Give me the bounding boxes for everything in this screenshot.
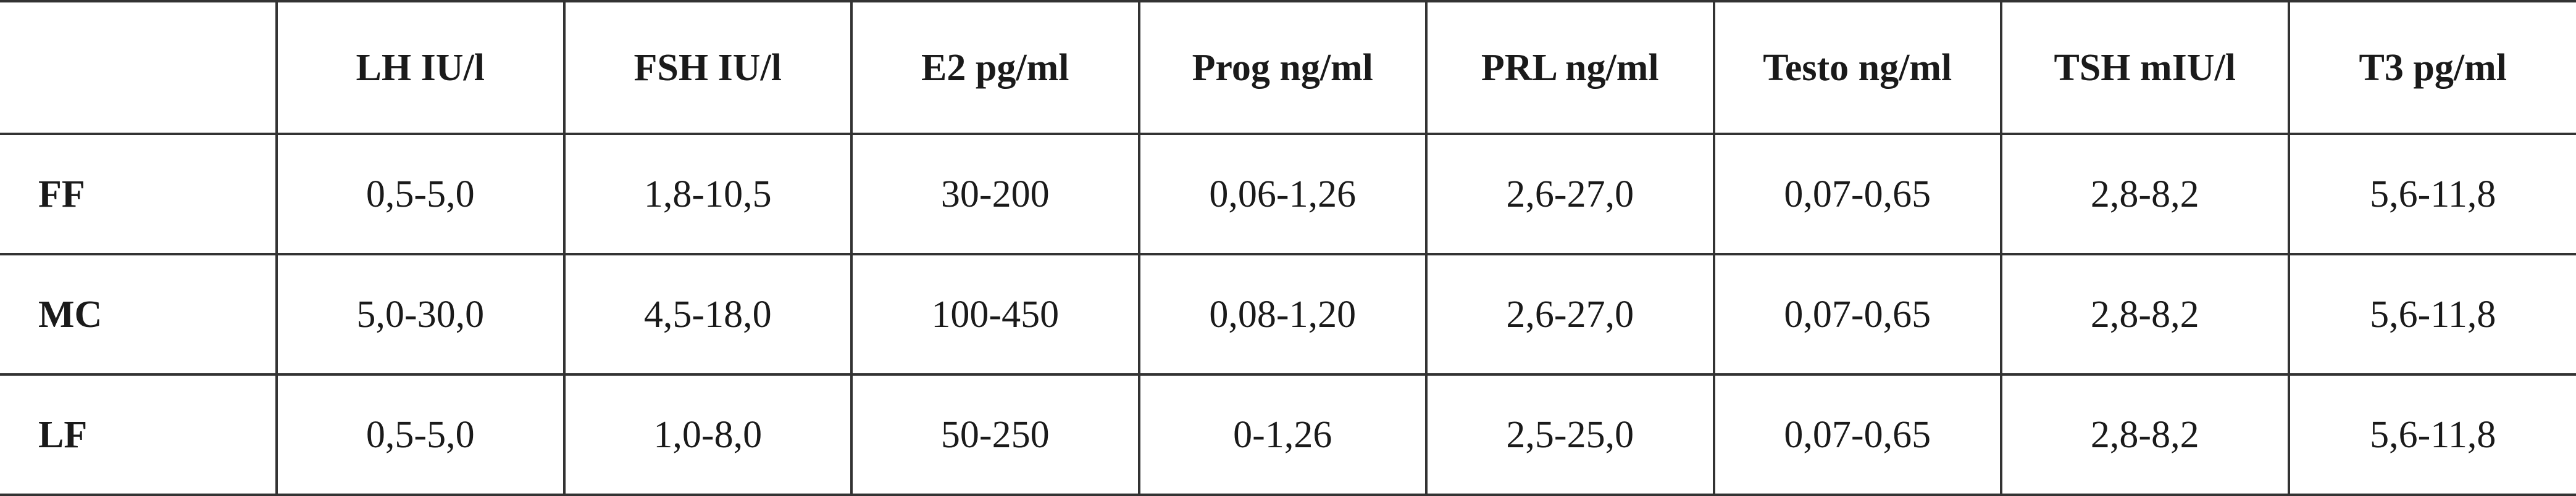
column-header-tsh: TSH mIU/l bbox=[2001, 1, 2289, 134]
table-cell: 5,0-30,0 bbox=[277, 254, 564, 374]
table-cell: 1,0-8,0 bbox=[564, 374, 852, 495]
table-cell: 0,07-0,65 bbox=[1714, 254, 2002, 374]
row-label-ff: FF bbox=[0, 134, 277, 254]
table-cell: 0-1,26 bbox=[1139, 374, 1427, 495]
table-cell: 30-200 bbox=[851, 134, 1139, 254]
table-cell: 0,5-5,0 bbox=[277, 374, 564, 495]
column-header-fsh: FSH IU/l bbox=[564, 1, 852, 134]
column-header-testo: Testo ng/ml bbox=[1714, 1, 2002, 134]
table-cell: 2,8-8,2 bbox=[2001, 254, 2289, 374]
table-cell: 0,5-5,0 bbox=[277, 134, 564, 254]
table-cell: 2,8-8,2 bbox=[2001, 374, 2289, 495]
column-header-e2: E2 pg/ml bbox=[851, 1, 1139, 134]
table-cell: 0,06-1,26 bbox=[1139, 134, 1427, 254]
table-cell: 2,6-27,0 bbox=[1426, 134, 1714, 254]
column-header-prog: Prog ng/ml bbox=[1139, 1, 1427, 134]
table-row-lf: LF 0,5-5,0 1,0-8,0 50-250 0-1,26 2,5-25,… bbox=[0, 374, 2576, 495]
table-cell: 5,6-11,8 bbox=[2289, 374, 2576, 495]
column-header-prl: PRL ng/ml bbox=[1426, 1, 1714, 134]
table-cell: 5,6-11,8 bbox=[2289, 134, 2576, 254]
table-cell: 0,07-0,65 bbox=[1714, 374, 2002, 495]
table-cell: 2,5-25,0 bbox=[1426, 374, 1714, 495]
table-row-ff: FF 0,5-5,0 1,8-10,5 30-200 0,06-1,26 2,6… bbox=[0, 134, 2576, 254]
table-cell: 5,6-11,8 bbox=[2289, 254, 2576, 374]
table-cell: 100-450 bbox=[851, 254, 1139, 374]
column-header-lh: LH IU/l bbox=[277, 1, 564, 134]
table-cell: 50-250 bbox=[851, 374, 1139, 495]
table-header-row: LH IU/l FSH IU/l E2 pg/ml Prog ng/ml PRL… bbox=[0, 1, 2576, 134]
table-cell: 2,8-8,2 bbox=[2001, 134, 2289, 254]
row-label-mc: MC bbox=[0, 254, 277, 374]
table-cell: 0,08-1,20 bbox=[1139, 254, 1427, 374]
table-cell: 0,07-0,65 bbox=[1714, 134, 2002, 254]
row-label-lf: LF bbox=[0, 374, 277, 495]
column-header-t3: T3 pg/ml bbox=[2289, 1, 2576, 134]
corner-cell bbox=[0, 1, 277, 134]
table-cell: 4,5-18,0 bbox=[564, 254, 852, 374]
table-cell: 1,8-10,5 bbox=[564, 134, 852, 254]
table-cell: 2,6-27,0 bbox=[1426, 254, 1714, 374]
table-row-mc: MC 5,0-30,0 4,5-18,0 100-450 0,08-1,20 2… bbox=[0, 254, 2576, 374]
